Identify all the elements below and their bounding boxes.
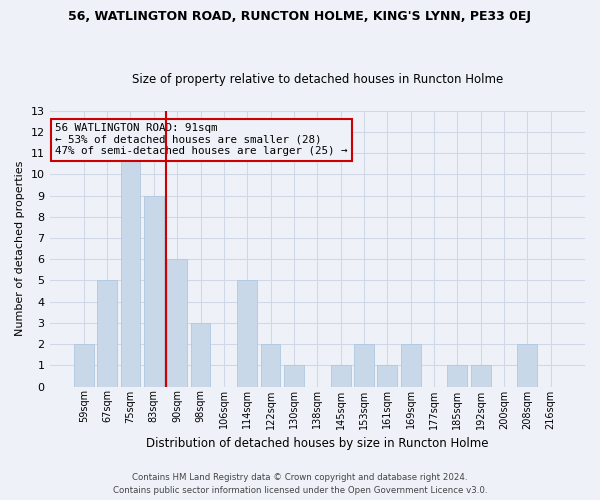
Title: Size of property relative to detached houses in Runcton Holme: Size of property relative to detached ho… <box>131 73 503 86</box>
Bar <box>517 344 538 387</box>
Bar <box>238 280 257 386</box>
X-axis label: Distribution of detached houses by size in Runcton Holme: Distribution of detached houses by size … <box>146 437 488 450</box>
Text: 56, WATLINGTON ROAD, RUNCTON HOLME, KING'S LYNN, PE33 0EJ: 56, WATLINGTON ROAD, RUNCTON HOLME, KING… <box>68 10 532 23</box>
Y-axis label: Number of detached properties: Number of detached properties <box>15 161 25 336</box>
Bar <box>121 153 140 386</box>
Bar <box>377 366 397 386</box>
Bar <box>74 344 94 387</box>
Bar <box>284 366 304 386</box>
Bar <box>401 344 421 387</box>
Bar <box>144 196 164 386</box>
Bar <box>471 366 491 386</box>
Bar <box>167 260 187 386</box>
Bar <box>331 366 350 386</box>
Bar <box>448 366 467 386</box>
Bar <box>260 344 280 387</box>
Bar <box>354 344 374 387</box>
Text: 56 WATLINGTON ROAD: 91sqm
← 53% of detached houses are smaller (28)
47% of semi-: 56 WATLINGTON ROAD: 91sqm ← 53% of detac… <box>55 123 347 156</box>
Text: Contains HM Land Registry data © Crown copyright and database right 2024.
Contai: Contains HM Land Registry data © Crown c… <box>113 474 487 495</box>
Bar <box>97 280 117 386</box>
Bar <box>191 323 211 386</box>
